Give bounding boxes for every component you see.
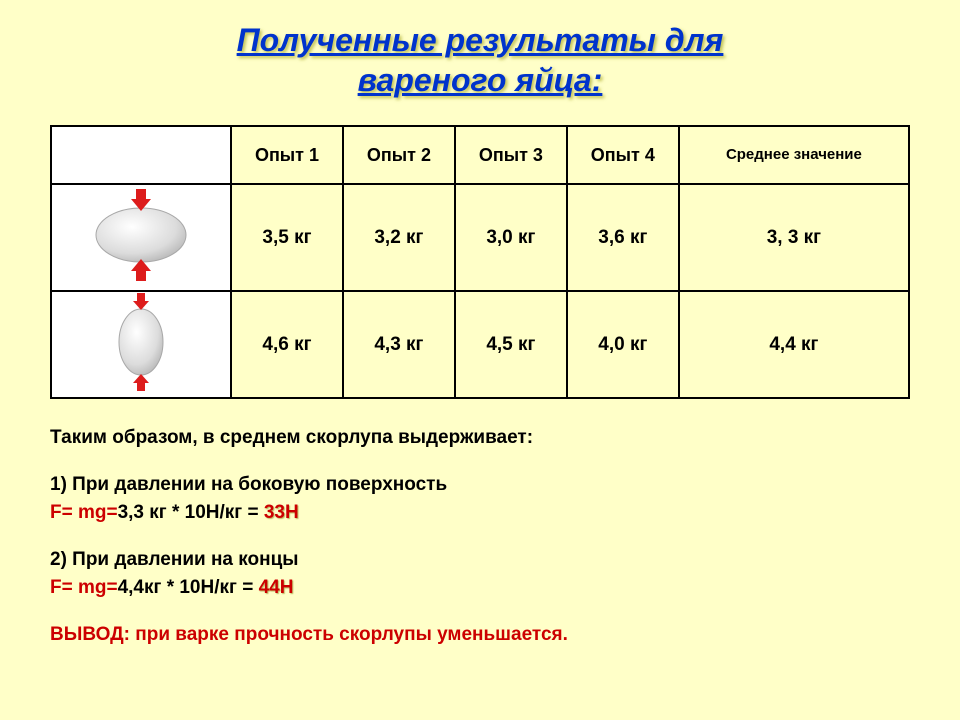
table-cell: 3, 3 кг [679,184,909,291]
item2-label: 2) При давлении на концы [50,549,299,570]
title-line-2: вареного яйца: [358,62,603,98]
notes-intro: Таким образом, в среднем скорлупа выдерж… [50,424,910,453]
table-cell: 4,0 кг [567,291,679,398]
egg-vertical-icon [66,292,216,392]
title-line-1: Полученные результаты для [237,22,724,58]
table-cell: 3,5 кг [231,184,343,291]
table-cell: 3,6 кг [567,184,679,291]
item1-label: 1) При давлении на боковую поверхность [50,474,447,495]
table-cell: 4,5 кг [455,291,567,398]
table-row: 4,6 кг 4,3 кг 4,5 кг 4,0 кг 4,4 кг [51,291,909,398]
table-cell: 4,3 кг [343,291,455,398]
item1-result: 33Н [264,502,299,523]
slide-title: Полученные результаты для вареного яйца: [50,20,910,100]
notes-item-1: 1) При давлении на боковую поверхность F… [50,471,910,528]
conclusion-a: ВЫВОД: [50,624,135,645]
notes-section: Таким образом, в среднем скорлупа выдерж… [50,424,910,649]
egg-vertical-cell [51,291,231,398]
table-cell: 4,4 кг [679,291,909,398]
conclusion-b: при варке прочность скорлупы уменьшается… [135,624,568,645]
notes-item-2: 2) При давлении на концы F= mg=4,4кг * 1… [50,546,910,603]
header-empty [51,126,231,184]
conclusion: ВЫВОД: при варке прочность скорлупы умен… [50,621,910,650]
table-cell: 3,0 кг [455,184,567,291]
egg-horizontal-cell [51,184,231,291]
results-table: Опыт 1 Опыт 2 Опыт 3 Опыт 4 Среднее знач… [50,125,910,399]
egg-horizontal-icon [66,185,216,285]
header-col-4: Опыт 4 [567,126,679,184]
header-col-1: Опыт 1 [231,126,343,184]
table-row: 3,5 кг 3,2 кг 3,0 кг 3,6 кг 3, 3 кг [51,184,909,291]
header-col-2: Опыт 2 [343,126,455,184]
item1-formula-a: F= mg= [50,502,118,523]
item2-formula-a: F= mg= [50,577,118,598]
table-header-row: Опыт 1 Опыт 2 Опыт 3 Опыт 4 Среднее знач… [51,126,909,184]
item2-formula-b: 4,4кг * 10Н/кг = [118,577,259,598]
header-col-3: Опыт 3 [455,126,567,184]
item1-formula-b: 3,3 кг * 10Н/кг = [118,502,264,523]
table-cell: 4,6 кг [231,291,343,398]
header-col-avg: Среднее значение [679,126,909,184]
item2-result: 44Н [259,577,294,598]
table-cell: 3,2 кг [343,184,455,291]
